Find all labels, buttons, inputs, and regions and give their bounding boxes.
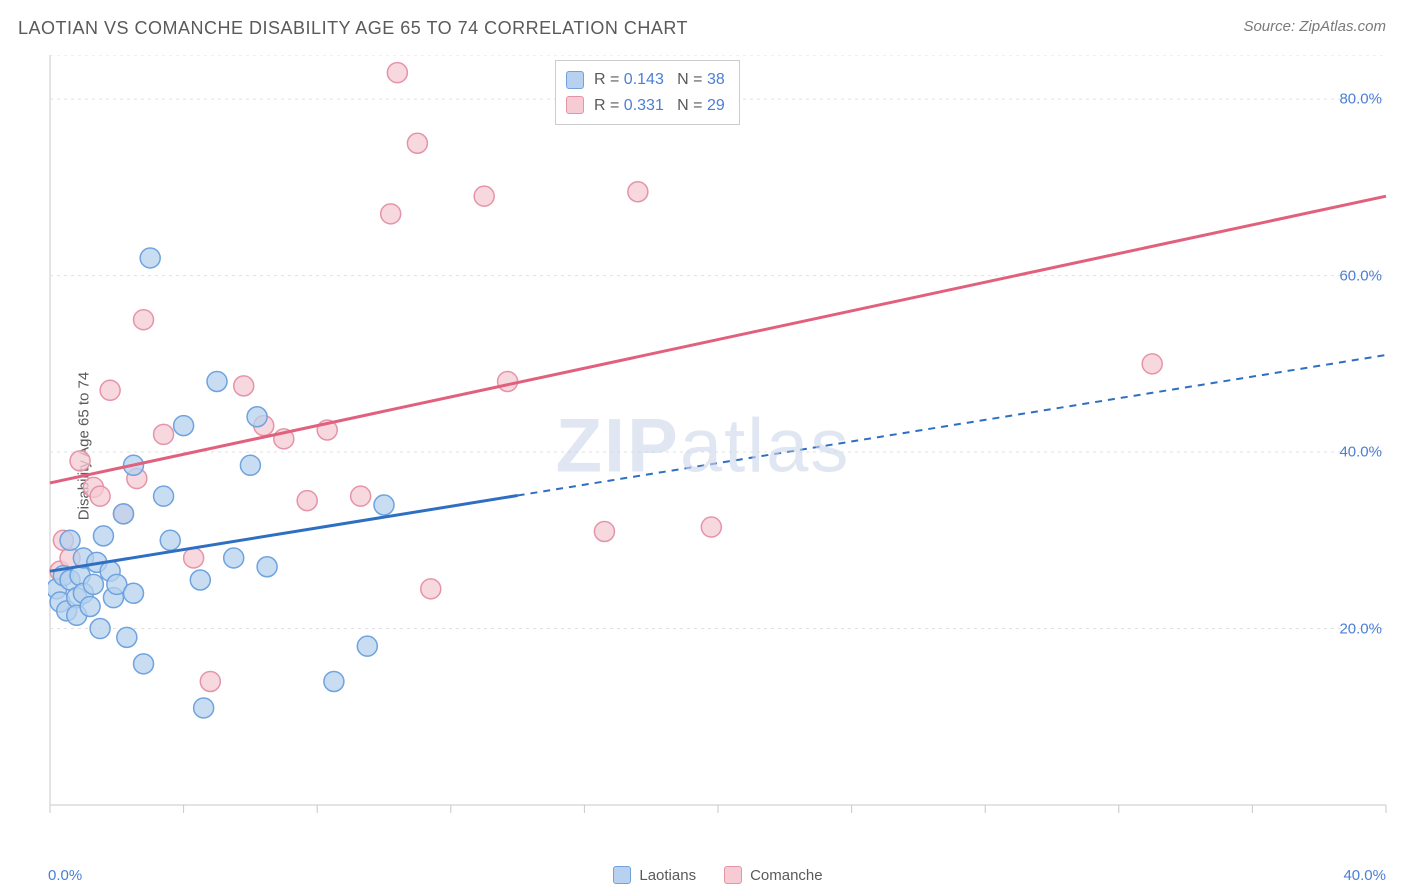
legend-item-comanche: Comanche xyxy=(724,866,823,884)
legend-item-laotians: Laotians xyxy=(613,866,696,884)
stats-row-laotians: R = 0.143 N = 38 xyxy=(566,67,725,93)
legend-bottom: Laotians Comanche xyxy=(48,866,1388,884)
y-tick-label: 80.0% xyxy=(1339,91,1382,108)
chart-container: LAOTIAN VS COMANCHE DISABILITY AGE 65 TO… xyxy=(0,0,1406,892)
y-tick-label: 40.0% xyxy=(1339,444,1382,461)
legend-label-comanche: Comanche xyxy=(750,867,823,884)
stats-row-comanche: R = 0.331 N = 29 xyxy=(566,93,725,119)
y-tick-label: 60.0% xyxy=(1339,267,1382,284)
y-tick-label: 20.0% xyxy=(1339,620,1382,637)
chart-title: LAOTIAN VS COMANCHE DISABILITY AGE 65 TO… xyxy=(18,18,688,39)
legend-swatch-laotians xyxy=(613,866,631,884)
chart-area xyxy=(48,55,1388,835)
scatter-chart-svg xyxy=(48,55,1388,835)
legend-label-laotians: Laotians xyxy=(639,867,696,884)
swatch-laotians xyxy=(566,71,584,89)
swatch-comanche xyxy=(566,96,584,114)
stats-legend-box: R = 0.143 N = 38 R = 0.331 N = 29 xyxy=(555,60,740,125)
source-label: Source: ZipAtlas.com xyxy=(1243,18,1386,35)
legend-swatch-comanche xyxy=(724,866,742,884)
